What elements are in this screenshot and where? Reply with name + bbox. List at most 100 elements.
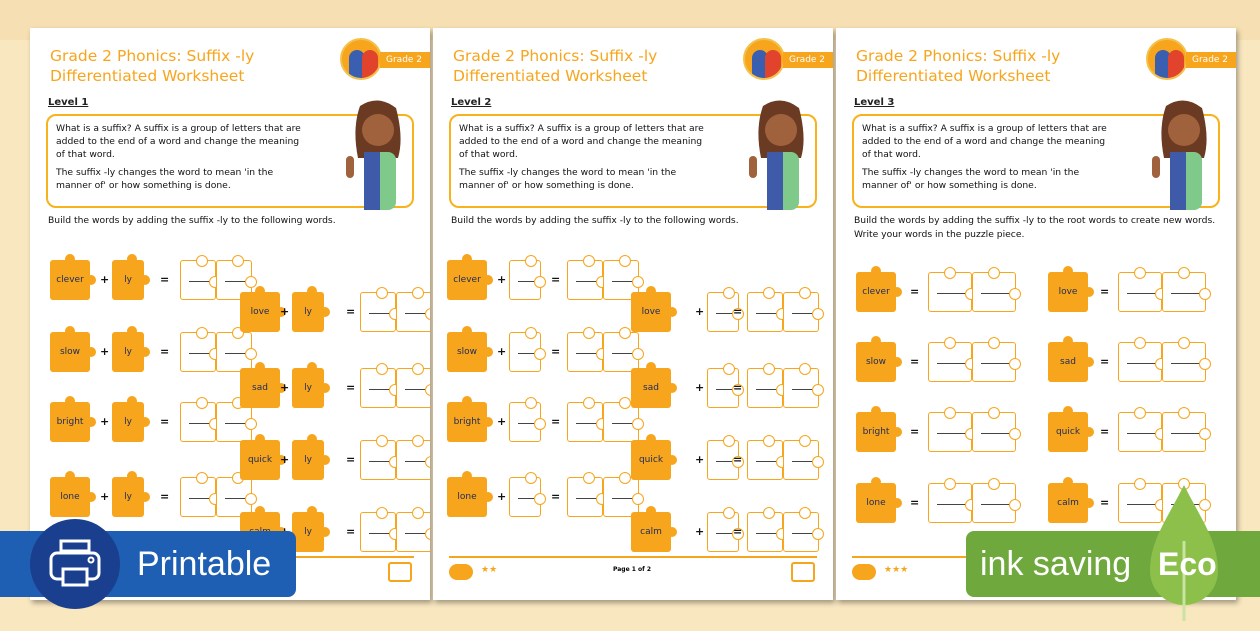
children-avatar (340, 38, 382, 80)
answer-line (756, 533, 776, 534)
equals-sign: = (1100, 355, 1110, 368)
word-puzzle-piece: lone (50, 471, 96, 517)
answer-line (612, 281, 632, 282)
child-figure (362, 50, 378, 78)
quality-badge (791, 562, 815, 582)
equals-sign: = (733, 453, 743, 466)
plus-sign: + (497, 345, 507, 358)
answer-line (756, 313, 776, 314)
answer-puzzle-piece (216, 397, 257, 442)
word-puzzle-piece: clever (856, 266, 902, 312)
difficulty-stars: ★★ (481, 565, 498, 575)
suffix-puzzle-piece: ly (112, 326, 150, 372)
equals-sign: = (346, 525, 356, 538)
suffix-puzzle-piece: ly (112, 254, 150, 300)
answer-puzzle-piece (972, 407, 1021, 452)
answer-line (981, 363, 1009, 364)
worksheet-page: Grade 2 Phonics: Suffix -ly Differentiate… (30, 28, 430, 600)
word-puzzle-piece: calm (631, 506, 677, 552)
answer-puzzle-piece (972, 337, 1021, 382)
grade-tag: Grade 2 (380, 52, 430, 68)
suffix-puzzle-piece: ly (292, 434, 330, 480)
answer-puzzle-piece (396, 363, 430, 408)
plus-sign: + (100, 273, 110, 286)
blank-suffix-piece (707, 287, 744, 332)
printable-label: Printable (137, 545, 272, 583)
answer-puzzle-piece (360, 435, 401, 480)
level-label: Level 1 (48, 97, 89, 108)
worksheet-page: Grade 2 Phonics: Suffix -ly Differentiate… (836, 28, 1236, 600)
plus-sign: + (280, 453, 290, 466)
answer-puzzle-piece (216, 327, 257, 372)
answer-line (369, 461, 389, 462)
answer-line (981, 433, 1009, 434)
definition-text: What is a suffix? A suffix is a group of… (56, 123, 301, 160)
worksheet-title: Grade 2 Phonics: Suffix -ly Differentiate… (856, 46, 1146, 86)
level-label: Level 3 (854, 97, 895, 108)
answer-puzzle-piece (747, 363, 788, 408)
equals-sign: = (733, 305, 743, 318)
word-puzzle-piece: calm (1048, 477, 1094, 523)
blank-suffix-piece (509, 255, 546, 300)
answer-line (189, 498, 209, 499)
answer-puzzle-piece (928, 407, 977, 452)
answer-puzzle-piece (360, 507, 401, 552)
answer-puzzle-piece (567, 472, 608, 517)
equals-sign: = (346, 305, 356, 318)
equals-sign: = (1100, 425, 1110, 438)
plus-sign: + (497, 415, 507, 428)
answer-puzzle-piece (747, 287, 788, 332)
plus-sign: + (497, 273, 507, 286)
quality-badge (388, 562, 412, 582)
answer-puzzle-piece (360, 363, 401, 408)
word-puzzle-piece: lone (856, 477, 902, 523)
word-puzzle-piece: sad (631, 362, 677, 408)
worksheet-title: Grade 2 Phonics: Suffix -ly Differentiate… (453, 46, 743, 86)
title-line-2: Differentiated Worksheet (856, 67, 1051, 85)
answer-line (189, 353, 209, 354)
worksheet-page: Grade 2 Phonics: Suffix -ly Differentiate… (433, 28, 833, 600)
equals-sign: = (733, 381, 743, 394)
equals-sign: = (733, 525, 743, 538)
title-line-1: Grade 2 Phonics: Suffix -ly (50, 47, 255, 65)
answer-line (369, 533, 389, 534)
answer-line (612, 498, 632, 499)
answer-line (405, 461, 425, 462)
equals-sign: = (910, 285, 920, 298)
answer-line (225, 423, 245, 424)
page-number: Page 1 of 2 (613, 566, 651, 573)
word-puzzle-piece: bright (856, 406, 902, 452)
answer-line (576, 281, 596, 282)
answer-line (792, 313, 812, 314)
answer-puzzle-piece (180, 327, 221, 372)
girl-illustration (741, 98, 819, 210)
twinkl-logo (449, 564, 473, 580)
eco-label: Eco (1158, 546, 1217, 582)
equals-sign: = (1100, 496, 1110, 509)
answer-puzzle-piece (567, 327, 608, 372)
answer-line (518, 281, 534, 282)
plus-sign: + (695, 305, 705, 318)
answer-puzzle-piece (567, 397, 608, 442)
suffix-definition-box: What is a suffix? A suffix is a group of… (852, 114, 1220, 208)
child-figure (1155, 50, 1171, 78)
answer-puzzle-piece (747, 435, 788, 480)
answer-line (937, 504, 965, 505)
children-avatar (1146, 38, 1188, 80)
answer-puzzle-piece (603, 397, 644, 442)
definition-text: What is a suffix? A suffix is a group of… (862, 123, 1107, 160)
equals-sign: = (910, 355, 920, 368)
child-figure (765, 50, 781, 78)
printer-icon (30, 519, 120, 609)
girl-illustration (338, 98, 416, 210)
answer-line (225, 498, 245, 499)
answer-line (981, 504, 1009, 505)
plus-sign: + (100, 490, 110, 503)
answer-puzzle-piece (928, 267, 977, 312)
blank-suffix-piece (707, 363, 744, 408)
answer-line (981, 293, 1009, 294)
answer-line (716, 389, 732, 390)
answer-puzzle-piece (396, 287, 430, 332)
answer-line (612, 423, 632, 424)
level-label: Level 2 (451, 97, 492, 108)
